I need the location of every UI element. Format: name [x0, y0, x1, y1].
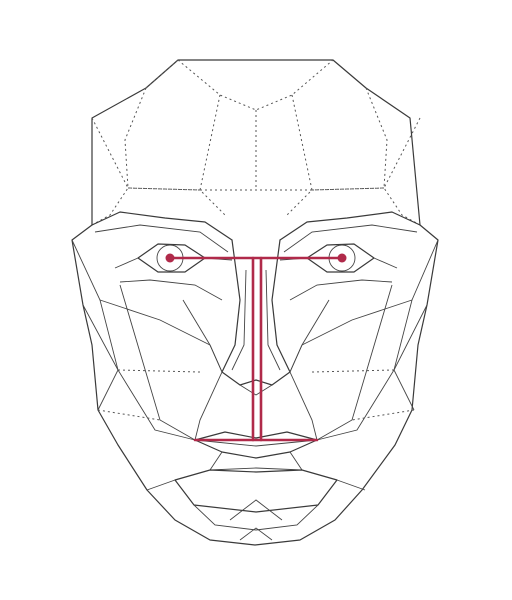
left-pupil-dot [165, 253, 175, 263]
cheek-lines [71, 239, 439, 441]
brows [91, 211, 421, 253]
head-outline [71, 59, 439, 546]
chin [146, 469, 366, 541]
right-eye [279, 243, 398, 301]
forehead-grid [91, 59, 421, 226]
right-pupil-dot [337, 253, 347, 263]
proportion-markers [165, 253, 347, 442]
left-eye [114, 243, 233, 301]
nose [209, 239, 303, 396]
mouth [194, 431, 318, 471]
